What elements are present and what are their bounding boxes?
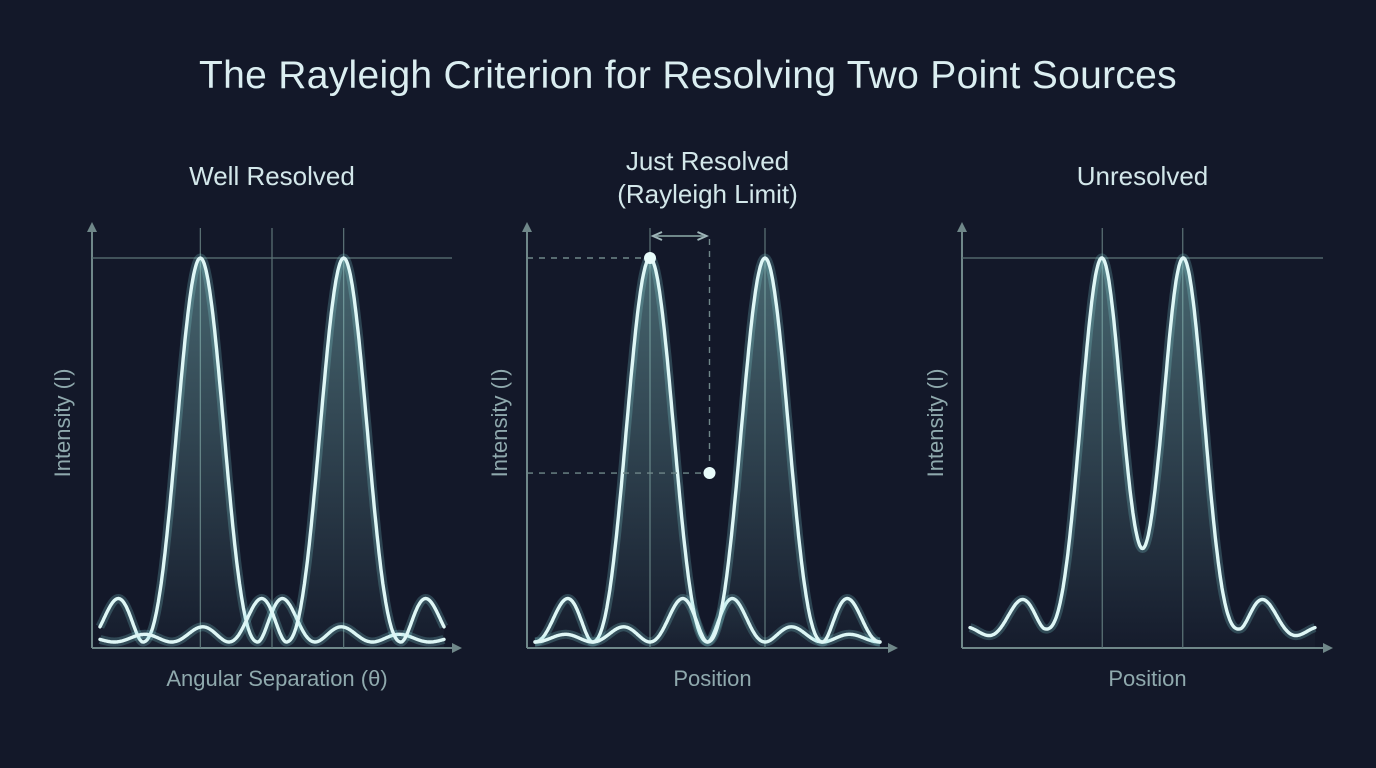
y-axis-label-well: Intensity (I) xyxy=(50,369,75,478)
x-axis-label-well: Angular Separation (θ) xyxy=(166,666,387,691)
intensity-curve-just-1 xyxy=(533,256,882,644)
panel-just: Just Resolved(Rayleigh Limit) Position Int… xyxy=(487,146,898,691)
y-axis-arrow-just xyxy=(522,222,532,232)
intensity-fill-unresolved-0 xyxy=(970,258,1315,648)
peak-marker xyxy=(644,252,656,264)
intensity-fill-just-0 xyxy=(535,258,880,648)
intensity-curve-well-1 xyxy=(98,256,446,644)
x-axis-label-just: Position xyxy=(673,666,751,691)
x-axis-label-unresolved: Position xyxy=(1108,666,1186,691)
first-minimum-marker xyxy=(703,467,716,480)
y-axis-arrow-well xyxy=(87,222,97,232)
intensity-curve-just-0 xyxy=(533,256,882,644)
panel-title-unresolved-0: Unresolved xyxy=(1077,161,1209,191)
y-axis-label-just: Intensity (I) xyxy=(487,369,512,478)
intensity-glow-just-1 xyxy=(531,253,884,647)
panel-well: Well Resolved Angular Separation (θ) Inten… xyxy=(50,161,462,691)
diagram-title: The Rayleigh Criterion for Resolving Two… xyxy=(199,54,1177,97)
panel-unresolved: Unresolved Position Intensity (I) xyxy=(923,161,1333,691)
x-axis-arrow-well xyxy=(452,643,462,653)
x-axis-arrow-unresolved xyxy=(1323,643,1333,653)
panel-title-just-0: Just Resolved xyxy=(626,146,789,176)
panels-layer: Well Resolved Angular Separation (θ) Inten… xyxy=(50,146,1333,691)
intensity-glow-just-0 xyxy=(531,253,884,647)
separation-arrow-left-head xyxy=(650,231,663,241)
panel-title-just-1: (Rayleigh Limit) xyxy=(617,179,798,209)
intensity-curve-unresolved-0 xyxy=(968,256,1317,638)
intensity-fill-well-0 xyxy=(100,258,444,648)
y-axis-arrow-unresolved xyxy=(957,222,967,232)
intensity-fill-just-1 xyxy=(535,258,880,648)
x-axis-arrow-just xyxy=(888,643,898,653)
separation-arrow-right-head xyxy=(697,231,709,241)
panel-title-well-0: Well Resolved xyxy=(189,161,355,191)
intensity-fill-well-1 xyxy=(100,258,444,648)
y-axis-label-unresolved: Intensity (I) xyxy=(923,369,948,478)
